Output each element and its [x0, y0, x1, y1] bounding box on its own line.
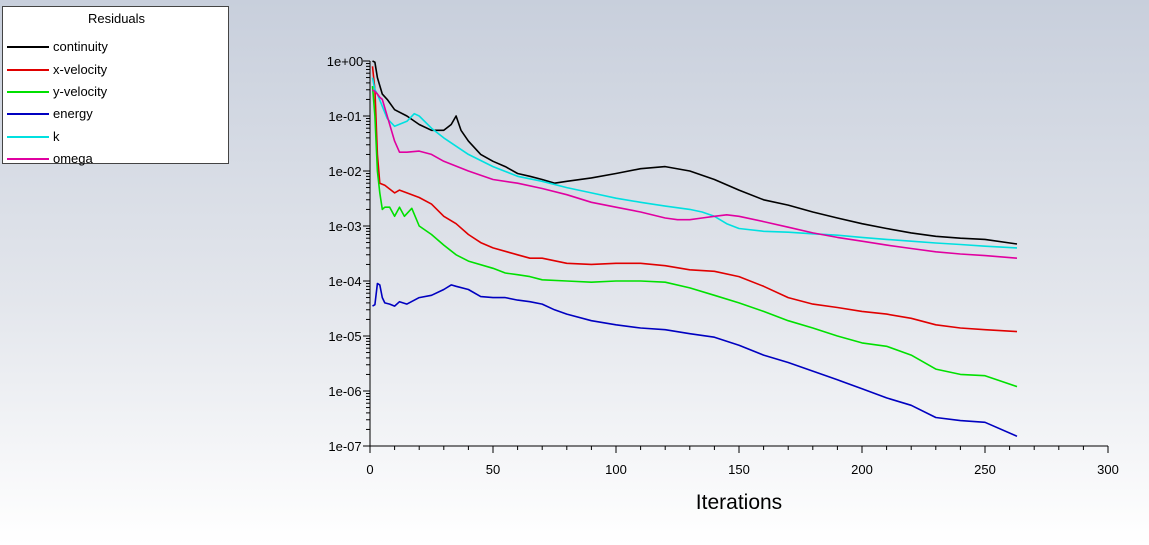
y-tick-label: 1e-07 — [328, 439, 361, 454]
series-line-x-velocity — [371, 66, 1018, 333]
x-tick-label: 100 — [605, 462, 627, 477]
series-line-energy — [372, 282, 1018, 438]
x-axis-label: Iterations — [696, 491, 782, 514]
x-tick-label: 50 — [486, 462, 500, 477]
series-line-k — [371, 77, 1018, 249]
x-tick-label: 150 — [728, 462, 750, 477]
legend-swatch-k — [7, 136, 49, 138]
x-tick-label: 200 — [851, 462, 873, 477]
axes — [369, 61, 1108, 447]
chart-legend: Residuals continuity x-velocity y-veloci… — [2, 6, 229, 166]
y-tick-label: 1e-06 — [328, 384, 361, 399]
series-line-y-velocity — [371, 86, 1018, 388]
series-layer — [371, 60, 1018, 438]
y-tick-label: 1e-05 — [328, 329, 361, 344]
legend-item-continuity: continuity — [3, 37, 228, 57]
y-tick-label: 1e-02 — [328, 164, 361, 179]
legend-label-energy: energy — [53, 106, 93, 121]
legend-item-y-velocity: y-velocity — [3, 82, 228, 102]
legend-item-energy: energy — [3, 104, 228, 124]
x-tick-label: 250 — [974, 462, 996, 477]
legend-item-omega: omega — [3, 149, 228, 169]
legend-item-k: k — [3, 127, 228, 147]
legend-label-y-velocity: y-velocity — [53, 84, 108, 99]
y-tick-label: 1e-03 — [328, 219, 361, 234]
series-line-omega — [372, 89, 1018, 259]
legend-swatch-x-velocity — [7, 69, 49, 71]
series-line-continuity — [372, 60, 1018, 245]
legend-swatch-y-velocity — [7, 91, 49, 93]
legend-title: Residuals — [87, 11, 146, 26]
legend-swatch-omega — [7, 158, 49, 160]
legend-label-k: k — [53, 129, 60, 144]
legend-label-omega: omega — [53, 151, 93, 166]
legend-swatch-continuity — [7, 46, 49, 48]
legend-swatch-energy — [7, 113, 49, 115]
y-tick-label: 1e-04 — [328, 274, 361, 289]
y-tick-label: 1e+00 — [327, 54, 364, 69]
x-tick-label: 0 — [366, 462, 373, 477]
x-tick-label: 300 — [1097, 462, 1119, 477]
legend-label-x-velocity: x-velocity — [53, 62, 108, 77]
legend-item-x-velocity: x-velocity — [3, 60, 228, 80]
ticks: 1e+00 1e-01 1e-02 1e-03 1e-04 1e-05 1e-06 1e-07… — [327, 54, 1119, 477]
y-tick-label: 1e-01 — [328, 109, 361, 124]
legend-label-continuity: continuity — [53, 39, 108, 54]
